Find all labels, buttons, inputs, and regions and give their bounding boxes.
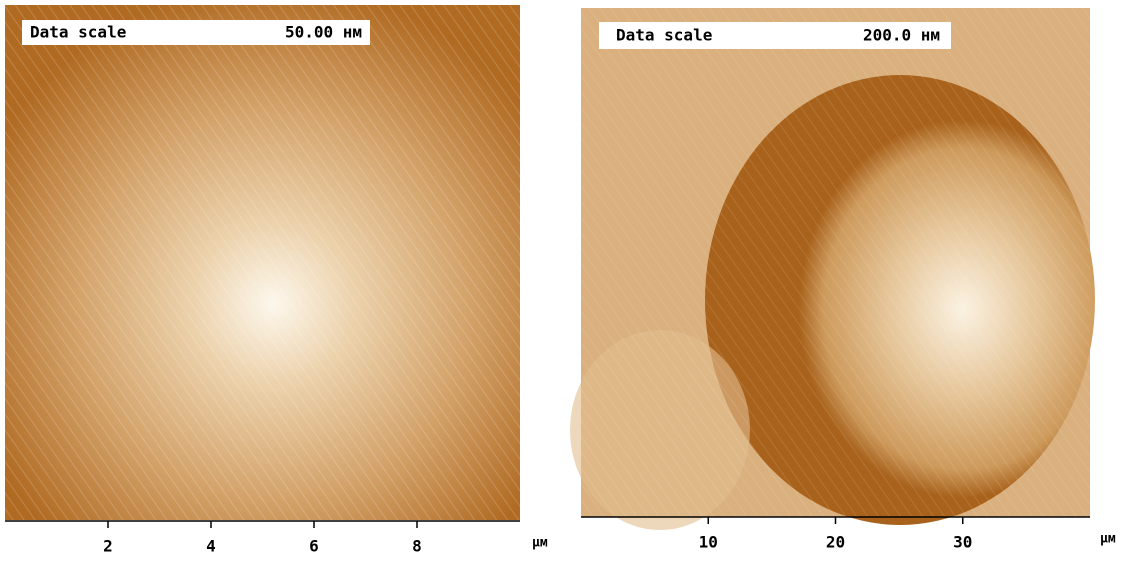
x-tick-label: 30: [953, 533, 972, 552]
x-tick-label: 8: [412, 537, 422, 556]
x-tick-label: 10: [699, 533, 718, 552]
x-tick-label: 4: [206, 537, 216, 556]
x-tick-label: 2: [103, 537, 113, 556]
afm-figure: Data scale 50.00 нм 2 4 6 8 μм Data scale 200.0 …: [0, 0, 1129, 561]
x-tick-label: 6: [309, 537, 319, 556]
data-scale-label: Data scale: [30, 23, 126, 42]
afm-image-right: [570, 8, 1095, 530]
data-scale-value: 200.0 нм: [863, 26, 940, 45]
data-scale-label: Data scale: [616, 26, 712, 45]
x-tick-label: 20: [826, 533, 845, 552]
data-scale-value: 50.00 нм: [285, 23, 362, 42]
x-unit: μм: [1100, 532, 1116, 547]
x-unit: μм: [532, 536, 548, 551]
afm-image-left: [5, 5, 520, 520]
